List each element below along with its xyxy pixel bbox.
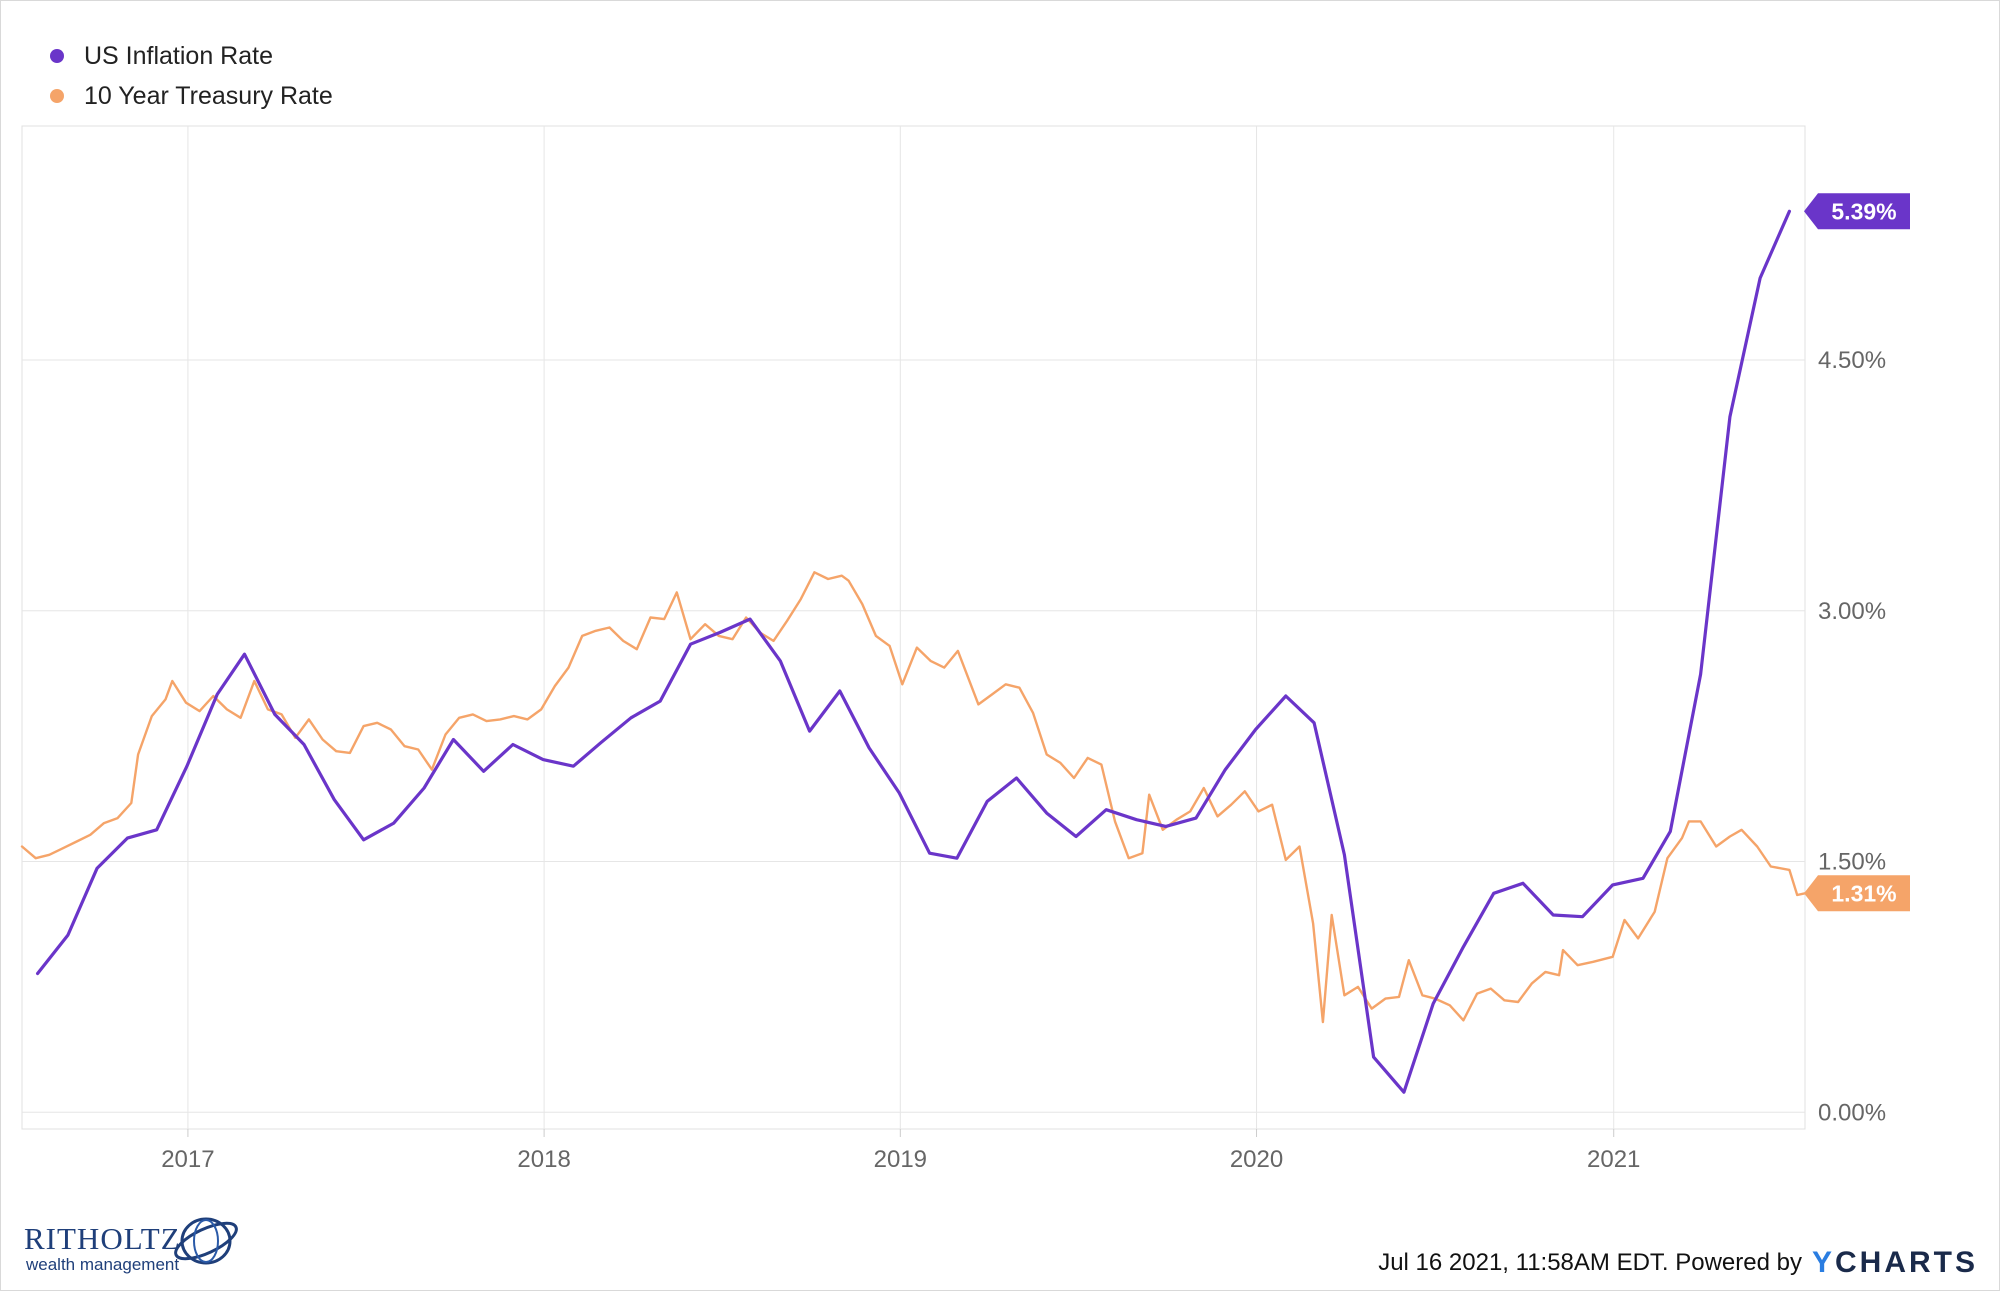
last-value-tag-inflation [1804,193,1910,230]
last-value-tag-treasury [1804,875,1910,912]
y-tick-label: 4.50% [1818,347,1886,374]
ycharts-logo-y: Y [1811,1246,1835,1279]
chart-legend: US Inflation Rate 10 Year Treasury Rate [50,36,333,116]
legend-label-inflation: US Inflation Rate [84,41,273,70]
ycharts-logo[interactable]: YCHARTS [1812,1246,1978,1280]
legend-label-treasury: 10 Year Treasury Rate [84,81,333,110]
legend-marker-inflation [50,49,64,63]
logo-wordmark: RITHOLTZ [24,1221,181,1256]
y-tick-label: 3.00% [1818,598,1886,625]
x-tick-label: 2020 [1230,1146,1283,1173]
globe-emblem-icon [174,1217,238,1265]
last-value-label-treasury: 1.31% [1831,880,1896,906]
legend-item-treasury[interactable]: 10 Year Treasury Rate [50,76,333,116]
ritholtz-logo: RITHOLTZ wealth management [24,1217,238,1274]
legend-item-inflation[interactable]: US Inflation Rate [50,36,333,76]
last-value-label-inflation: 5.39% [1831,198,1896,224]
x-tick-label: 2021 [1587,1146,1640,1173]
attribution: Jul 16 2021, 11:58AM EDT. Powered by YCH… [1378,1246,1978,1280]
x-tick-label: 2017 [161,1146,214,1173]
ycharts-logo-text: CHARTS [1835,1246,1978,1279]
plot-area [21,125,1806,1130]
timestamp-text: Jul 16 2021, 11:58AM EDT. Powered by [1378,1249,1802,1276]
x-tick-label: 2018 [517,1146,570,1173]
y-tick-label: 0.00% [1818,1099,1886,1126]
x-tick-label: 2019 [874,1146,927,1173]
legend-marker-treasury [50,89,64,103]
logo-tagline: wealth management [26,1255,180,1274]
series-line-treasury [20,571,1807,1024]
series-line-inflation [36,209,1791,1094]
y-tick-label: 1.50% [1818,849,1886,876]
